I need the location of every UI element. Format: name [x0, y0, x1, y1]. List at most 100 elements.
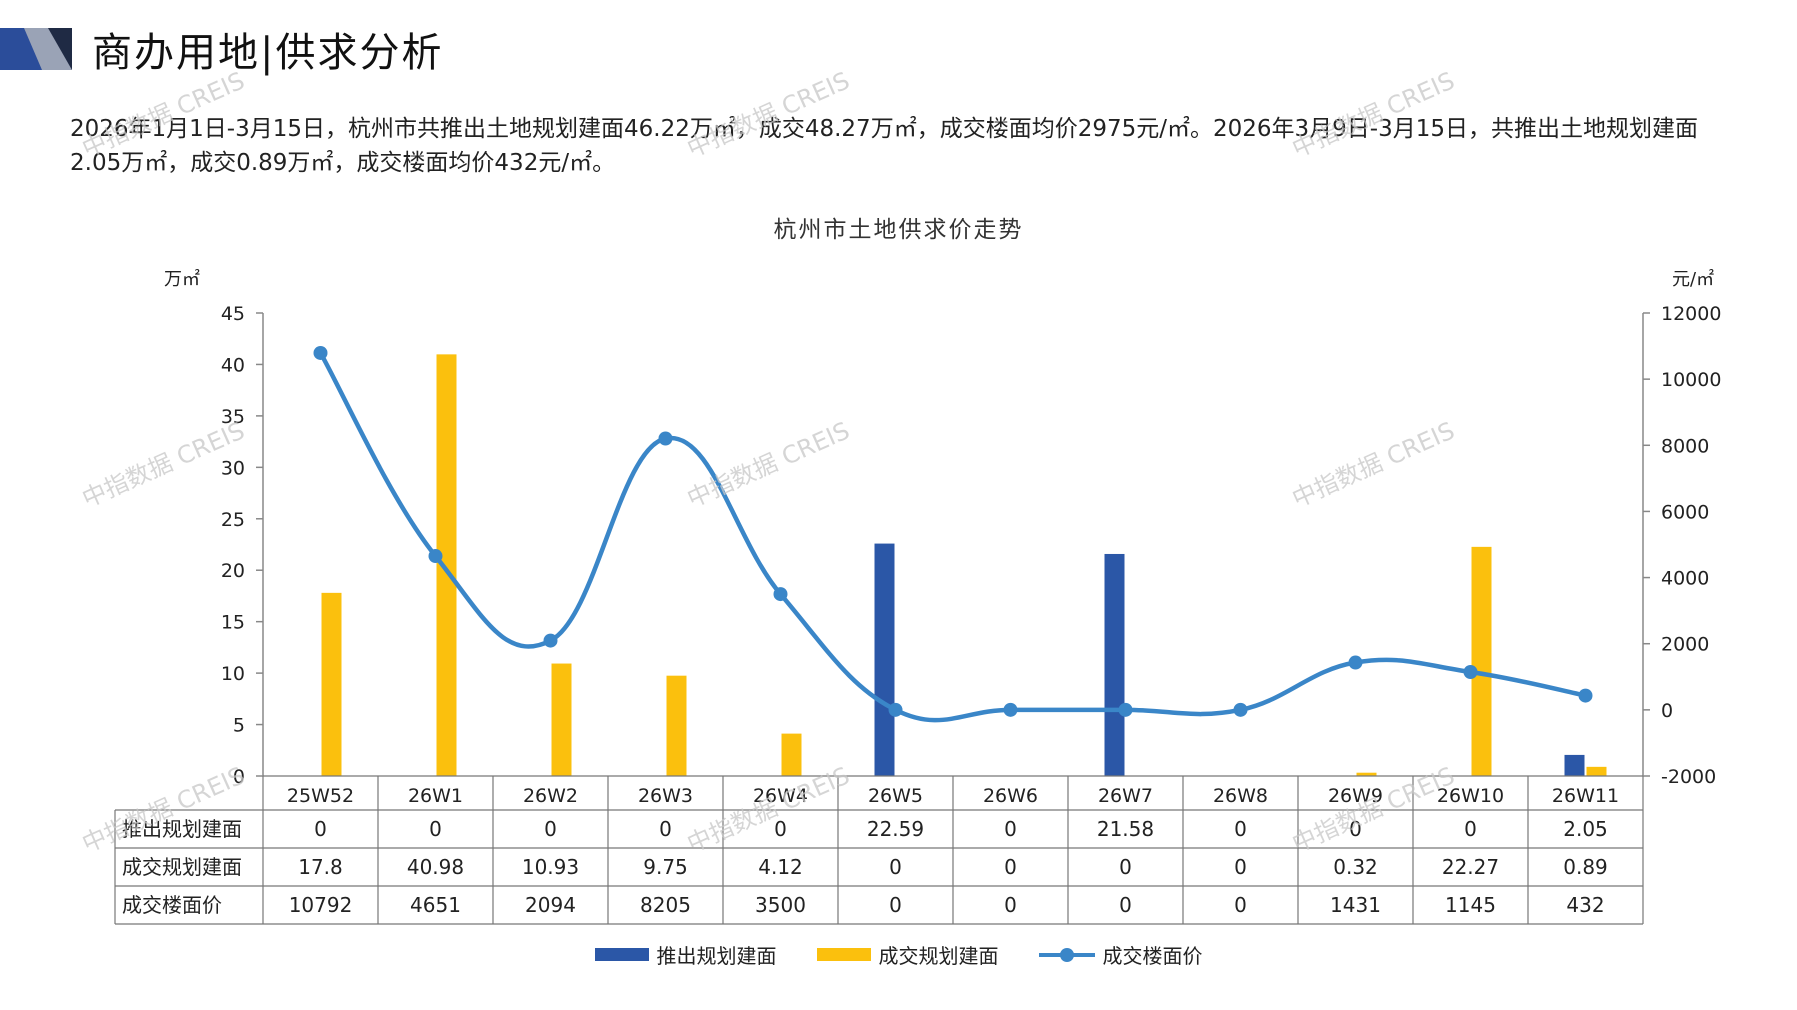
x-category-label: 26W3	[638, 785, 693, 807]
x-category-label: 26W6	[983, 785, 1038, 807]
y-tick-label-left: 40	[221, 354, 245, 376]
point-price	[1003, 702, 1018, 717]
table-cell: 0	[544, 817, 557, 841]
table-cell: 17.8	[298, 855, 343, 879]
legend-item-supply: 推出规划建面	[594, 940, 777, 969]
table-cell: 10792	[289, 893, 353, 917]
y-tick-label-right: 6000	[1661, 501, 1709, 523]
table-cell: 0	[1004, 893, 1017, 917]
x-category-label: 26W8	[1213, 785, 1268, 807]
bar-deal	[1471, 546, 1492, 776]
x-category-label: 26W9	[1328, 785, 1383, 807]
point-price	[313, 345, 328, 360]
bar-deal	[781, 733, 802, 776]
x-category-label: 26W4	[753, 785, 808, 807]
header-decoration	[0, 28, 72, 70]
point-price	[543, 633, 558, 648]
y-tick-label-left: 10	[221, 663, 245, 685]
point-price	[428, 549, 443, 564]
table-cell: 432	[1566, 893, 1604, 917]
y-tick-label-left: 45	[221, 303, 245, 325]
table-cell: 0	[1234, 817, 1247, 841]
y-tick-label-right: 0	[1661, 700, 1673, 722]
chart-legend: 推出规划建面 成交规划建面 成交楼面价	[0, 940, 1797, 969]
point-price	[658, 431, 673, 446]
y-tick-label-right: 12000	[1661, 303, 1721, 325]
bar-supply	[874, 543, 895, 776]
left-axis-unit: 万㎡	[164, 269, 200, 290]
legend-label-price: 成交楼面价	[1102, 944, 1203, 968]
table-cell: 22.59	[867, 817, 924, 841]
table-cell: 2.05	[1563, 817, 1608, 841]
y-tick-label-left: 15	[221, 612, 245, 634]
table-cell: 0	[1464, 817, 1477, 841]
y-tick-label-left: 30	[221, 457, 245, 479]
table-cell: 3500	[755, 893, 806, 917]
table-cell: 1431	[1330, 893, 1381, 917]
bar-deal	[666, 675, 687, 776]
table-cell: 40.98	[407, 855, 464, 879]
table-cell: 10.93	[522, 855, 579, 879]
y-tick-label-right: 2000	[1661, 634, 1709, 656]
y-tick-label-left: 5	[233, 715, 245, 737]
table-cell: 0	[1234, 893, 1247, 917]
table-cell: 21.58	[1097, 817, 1154, 841]
table-cell: 0	[314, 817, 327, 841]
x-category-label: 26W11	[1552, 785, 1619, 807]
bar-deal	[1356, 772, 1377, 776]
table-cell: 4651	[410, 893, 461, 917]
y-tick-label-right: 8000	[1661, 435, 1709, 457]
table-cell: 8205	[640, 893, 691, 917]
table-cell: 2094	[525, 893, 576, 917]
legend-swatch-deal	[816, 948, 871, 961]
point-price	[1233, 702, 1248, 717]
line-price	[318, 351, 1586, 723]
x-category-label: 26W10	[1437, 785, 1504, 807]
point-price	[888, 702, 903, 717]
chart-title: 杭州市土地供求价走势	[773, 217, 1024, 243]
point-price	[1118, 702, 1133, 717]
x-category-label: 25W52	[287, 785, 354, 807]
table-cell: 0	[1349, 817, 1362, 841]
table-cell: 22.27	[1442, 855, 1499, 879]
y-tick-label-left: 0	[233, 766, 245, 788]
x-category-label: 26W7	[1098, 785, 1153, 807]
legend-item-deal: 成交规划建面	[816, 940, 999, 969]
table-cell: 1145	[1445, 893, 1496, 917]
point-price	[1578, 688, 1593, 703]
table-row-header: 推出规划建面	[122, 817, 242, 841]
table-cell: 0.32	[1333, 855, 1378, 879]
bar-supply	[1564, 754, 1585, 776]
table-cell: 0.89	[1563, 855, 1608, 879]
table-row-header: 成交规划建面	[122, 855, 242, 879]
summary-text: 2026年1月1日-3月15日，杭州市共推出土地规划建面46.22万㎡，成交48…	[70, 116, 1698, 176]
point-price	[773, 587, 788, 602]
table-cell: 4.12	[758, 855, 803, 879]
table-cell: 0	[889, 855, 902, 879]
point-price	[1348, 655, 1363, 670]
table-cell: 0	[1234, 855, 1247, 879]
y-tick-label-left: 25	[221, 509, 245, 531]
table-cell: 0	[1119, 893, 1132, 917]
table-cell: 0	[774, 817, 787, 841]
x-category-label: 26W2	[523, 785, 578, 807]
table-cell: 0	[429, 817, 442, 841]
table-cell: 0	[659, 817, 672, 841]
y-tick-label-left: 20	[221, 560, 245, 582]
table-cell: 9.75	[643, 855, 688, 879]
legend-swatch-price	[1038, 947, 1095, 962]
legend-swatch-supply	[594, 948, 649, 961]
y-tick-label-left: 35	[221, 406, 245, 428]
y-tick-label-right: -2000	[1661, 766, 1716, 788]
legend-item-price: 成交楼面价	[1038, 940, 1203, 969]
page-title: 商办用地|供求分析	[92, 30, 444, 76]
legend-label-supply: 推出规划建面	[656, 944, 777, 968]
table-cell: 0	[1004, 855, 1017, 879]
point-price	[1463, 664, 1478, 679]
table-cell: 0	[889, 893, 902, 917]
table-row-header: 成交楼面价	[122, 893, 222, 917]
legend-label-deal: 成交规划建面	[878, 944, 999, 968]
bar-supply	[1104, 553, 1125, 776]
x-category-label: 26W5	[868, 785, 923, 807]
